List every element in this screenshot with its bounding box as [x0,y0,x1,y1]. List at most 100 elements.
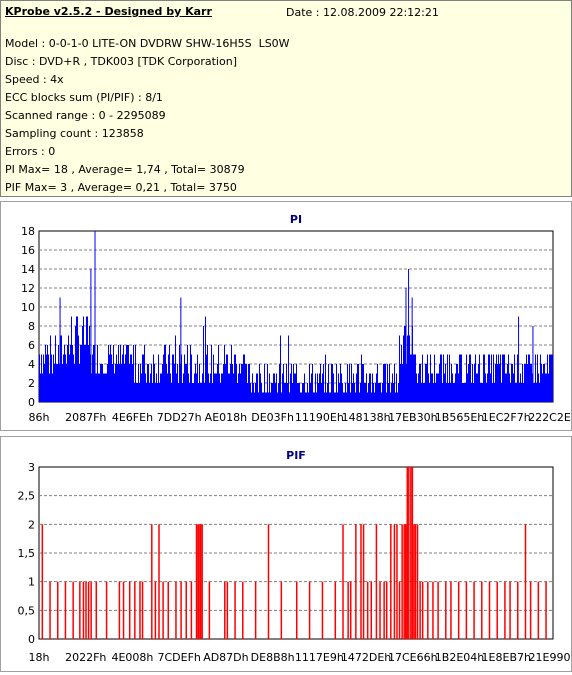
data-bar [92,354,93,402]
data-bar [397,392,398,402]
data-bar [361,354,362,402]
data-bar [417,383,418,402]
data-bar [370,373,371,402]
data-bar [375,383,376,402]
data-bar [365,383,366,402]
y-tick-label: 8 [28,320,35,333]
data-bar [438,373,439,402]
data-bar [514,354,515,402]
data-bar [107,364,108,402]
data-bar [268,392,269,402]
data-bar [328,364,329,402]
data-bar [64,581,67,639]
data-bar [392,373,393,402]
data-bar [271,383,272,402]
data-bar [269,373,270,402]
x-tick-label: 7DD27h [157,411,202,424]
data-bar [79,581,81,639]
data-bar [182,383,183,402]
x-tick-label: 21E990h [529,651,571,664]
data-bar [357,364,358,402]
data-bar [395,392,396,402]
data-bar [290,373,291,402]
data-bar [391,383,392,402]
data-bar [498,354,499,402]
data-bar [340,364,341,402]
data-bar [428,373,429,402]
data-bar [211,345,212,402]
data-bar [316,392,317,402]
data-bar [436,373,437,402]
data-bar [49,581,51,639]
data-bar [185,364,186,402]
data-bar [113,345,114,402]
data-bar [87,316,88,402]
data-bar [531,364,532,402]
data-bar [508,354,509,402]
y-tick-label: 1 [28,576,35,589]
data-bar [546,373,547,402]
data-bar [265,392,266,402]
info-panel: KProbe v2.5.2 - Designed by Karr Date : … [0,0,572,197]
data-bar [337,392,338,402]
data-bar [307,383,308,402]
data-bar [139,383,140,402]
info-pi-summary: PI Max= 18 , Average= 1,74 , Total= 3087… [5,163,245,176]
data-bar [523,383,524,402]
data-bar [443,354,444,402]
data-bar [296,581,298,639]
data-bar [349,581,352,639]
data-bar [202,373,203,402]
data-bar [408,269,410,402]
data-bar [349,364,350,402]
data-bar [303,383,304,402]
data-bar [496,354,497,402]
data-bar [399,335,400,402]
data-bar [54,364,55,402]
data-bar [296,364,297,402]
data-bar [156,373,157,402]
data-bar [364,383,365,402]
data-bar [444,373,445,402]
data-bar [90,581,92,639]
y-tick-label: 0 [28,633,35,646]
data-bar [276,373,277,402]
data-bar [218,345,219,402]
data-bar [481,581,483,639]
data-bar [56,364,57,402]
data-bar [367,392,368,402]
data-bar [76,316,77,402]
data-bar [180,581,182,639]
data-bar [385,364,386,402]
data-bar [164,345,165,402]
data-bar [333,373,334,402]
data-bar [281,392,282,402]
data-bar [93,345,94,402]
data-bar [456,364,457,402]
data-bar [536,383,537,402]
x-tick-label: 222C2Eh [528,411,571,424]
x-tick-label: 1E8EB7h [482,651,531,664]
data-bar [503,354,504,402]
data-bar [158,354,159,402]
data-bar [465,581,468,639]
data-bar [475,354,476,402]
data-bar [73,354,74,402]
data-bar [396,373,397,402]
x-tick-label: DE8B8h [251,651,295,664]
data-bar [356,373,357,402]
data-bar [401,524,403,639]
data-bar [136,383,137,402]
data-bar [315,373,316,402]
data-bar [158,524,160,639]
data-bar [176,373,177,402]
data-bar [261,383,262,402]
data-bar [143,354,144,402]
data-bar [459,354,460,402]
data-bar [470,354,471,402]
data-bar [53,354,54,402]
data-bar [300,392,301,402]
data-bar [199,524,202,639]
data-bar [257,373,258,402]
data-bar [462,383,463,402]
